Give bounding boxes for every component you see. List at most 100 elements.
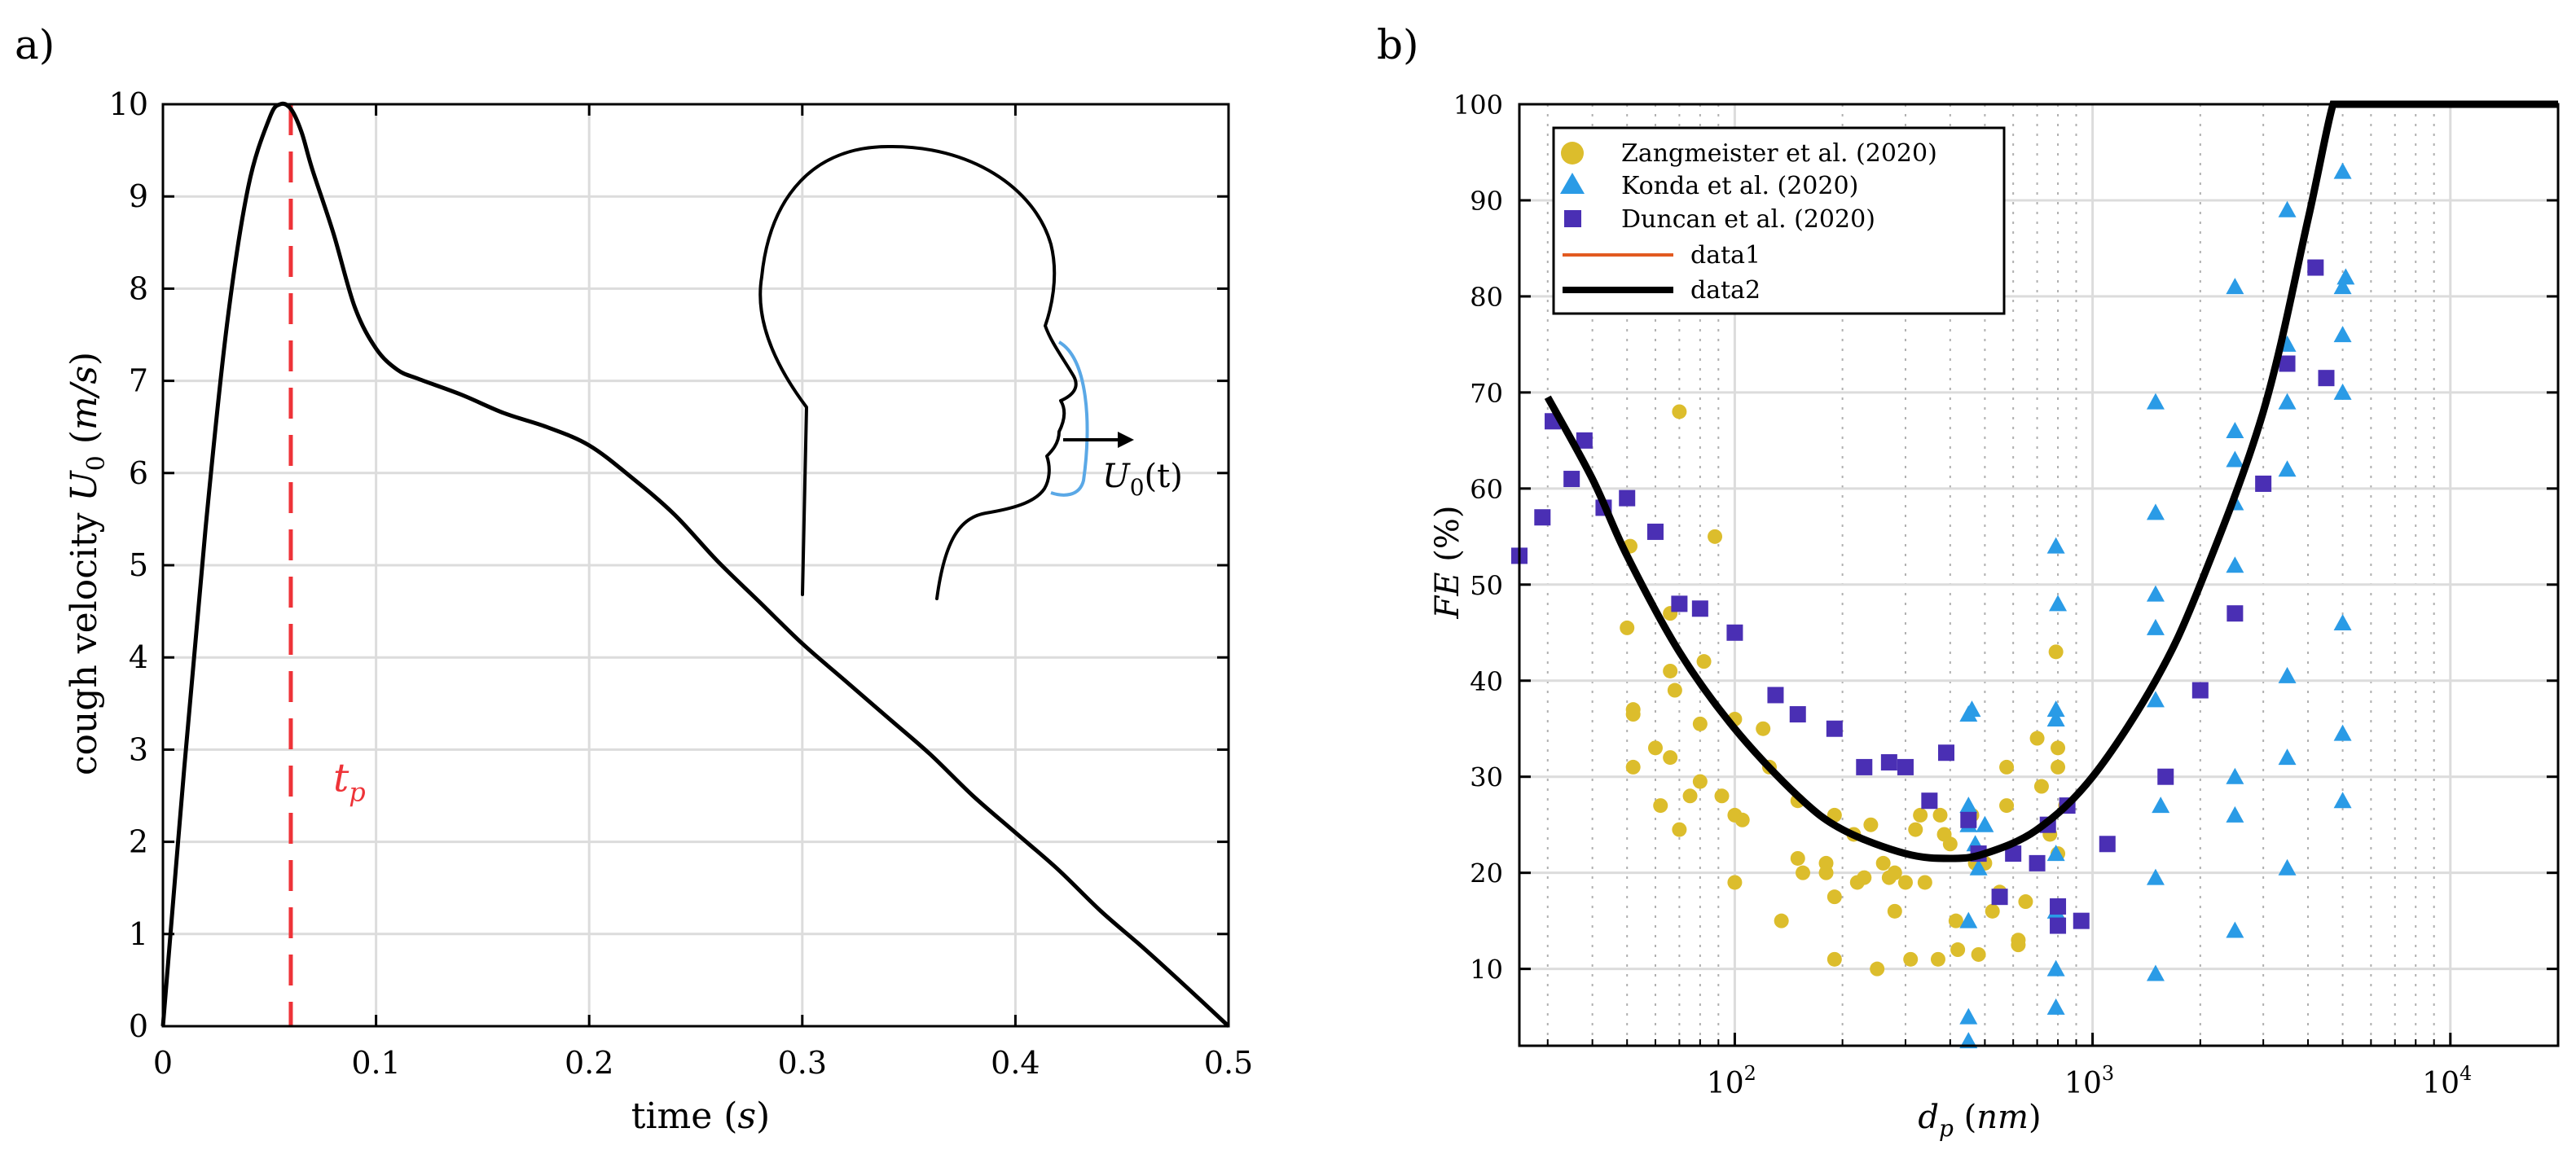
y-tick-label: 20: [1470, 858, 1503, 889]
duncan-series: [1511, 259, 2335, 934]
panel-a-grid: [161, 103, 1230, 1028]
konda-point: [2046, 700, 2065, 718]
konda-point: [1959, 911, 1978, 928]
zangmeister-point: [1647, 740, 1663, 756]
zangmeister-point: [2051, 740, 2066, 756]
y-tick-label: 3: [129, 731, 148, 767]
zangmeister-point: [1663, 663, 1678, 678]
x-tick-label: 0.2: [565, 1045, 613, 1081]
panel-b-xlabel: dp (nm): [1918, 1099, 2041, 1142]
duncan-point: [1991, 889, 2008, 906]
zangmeister-point: [2018, 894, 2033, 910]
y-tick-label: 8: [129, 270, 148, 306]
konda-point: [1976, 815, 1994, 832]
panel-b-ticks: 102 103 104 10 20 30 40 50 60 70 80 90 100: [1453, 90, 2558, 1100]
cough-velocity-curve: [160, 101, 1230, 1028]
panel-a-ticks: 0 0.1 0.2 0.3 0.4 0.5 0 1 2 3 4 5 6 7 8 9 10: [109, 86, 1254, 1081]
panel-b-chart: 102 103 104 10 20 30 40 50 60 70 80 90 100 Zangmeist…: [1429, 90, 2560, 1142]
peak-time-label: tp: [333, 755, 366, 807]
x-tick-label: 0.4: [991, 1045, 1040, 1081]
konda-point: [2046, 998, 2065, 1015]
zangmeister-point: [2029, 731, 2045, 746]
panel-b-ylabel: FE (%): [1429, 506, 1466, 620]
y-tick-label: 10: [1470, 955, 1503, 985]
legend: Zangmeister et al. (2020) Konda et al. (…: [1552, 126, 2006, 315]
zangmeister-point: [1625, 759, 1641, 775]
konda-point: [2046, 959, 2065, 977]
konda-point: [2226, 278, 2244, 295]
duncan-point: [1880, 754, 1897, 771]
duncan-point: [2307, 259, 2324, 276]
legend-label-duncan: Duncan et al. (2020): [1621, 205, 1875, 234]
y-tick-label: 10: [109, 86, 148, 122]
zangmeister-point: [1682, 788, 1698, 804]
panel-a-xlabel: time (s): [631, 1095, 770, 1137]
zangmeister-point: [2011, 933, 2026, 948]
zangmeister-point: [1625, 707, 1641, 722]
zangmeister-point: [1734, 812, 1750, 827]
zangmeister-point: [1985, 903, 2000, 919]
duncan-point: [2191, 682, 2209, 699]
konda-point: [2226, 422, 2244, 439]
duncan-point: [2279, 355, 2296, 372]
y-tick-label: 40: [1470, 666, 1503, 697]
data2-curve: [1544, 100, 2558, 862]
konda-point: [2049, 595, 2068, 612]
y-tick-label: 7: [129, 363, 148, 399]
konda-point: [2226, 767, 2244, 784]
duncan-point: [2157, 768, 2174, 785]
konda-point: [1959, 797, 1978, 814]
duncan-point: [2227, 605, 2244, 622]
zangmeister-point: [1903, 951, 1919, 967]
duncan-point: [1563, 471, 1580, 488]
duncan-point: [1856, 758, 1873, 775]
duncan-point: [2005, 845, 2022, 862]
konda-point: [2333, 613, 2352, 630]
legend-marker-zangmeister: [1561, 142, 1584, 165]
legend-label-data1: data1: [1690, 241, 1761, 270]
duncan-point: [1534, 509, 1551, 526]
legend-box: [1552, 126, 2006, 315]
panel-a-label: a): [15, 21, 55, 68]
duncan-point: [2050, 898, 2067, 915]
zangmeister-point: [1887, 903, 1902, 919]
y-tick-label: 5: [129, 547, 148, 583]
konda-point: [1959, 1007, 1978, 1025]
konda-point: [2278, 460, 2297, 477]
velocity-arrow-head-icon: [1118, 432, 1134, 448]
zangmeister-point: [1714, 788, 1730, 804]
zangmeister-point: [1672, 404, 1687, 419]
mask-outline-icon: [1050, 340, 1089, 497]
legend-label-konda: Konda et al. (2020): [1621, 172, 1858, 200]
zangmeister-point: [1727, 875, 1743, 890]
zangmeister-point: [1796, 865, 1811, 880]
konda-point: [2278, 748, 2297, 766]
zangmeister-point: [1917, 875, 1932, 890]
zangmeister-point: [1696, 654, 1712, 669]
zangmeister-point: [1948, 913, 1963, 928]
zangmeister-point: [1908, 822, 1923, 837]
duncan-point: [1921, 792, 1938, 810]
legend-label-data2: data2: [1690, 276, 1761, 305]
panel-a-chart: 0 0.1 0.2 0.3 0.4 0.5 0 1 2 3 4 5 6 7 8 9 10 U0(t) tp ti…: [64, 86, 1253, 1137]
zangmeister-point: [1971, 946, 1986, 962]
zangmeister-point: [1774, 913, 1789, 928]
konda-point: [2333, 278, 2352, 295]
konda-point: [2146, 618, 2165, 635]
duncan-point: [2255, 475, 2272, 492]
x-tick-label: 104: [2422, 1062, 2472, 1100]
zangmeister-point: [1870, 961, 1885, 977]
y-tick-label: 90: [1470, 186, 1503, 217]
zangmeister-point: [2051, 759, 2066, 775]
panel-b-axes-box: [1518, 103, 2560, 1047]
legend-label-zangmeister: Zangmeister et al. (2020): [1621, 139, 1937, 168]
zangmeister-point: [1672, 822, 1687, 837]
panel-a-axes-box: [161, 103, 1230, 1028]
konda-point: [2046, 709, 2065, 726]
legend-marker-duncan: [1564, 210, 1581, 227]
zangmeister-point: [1756, 721, 1771, 736]
y-tick-label: 6: [129, 455, 148, 491]
duncan-point: [1619, 489, 1636, 507]
duncan-point: [1960, 811, 1977, 828]
